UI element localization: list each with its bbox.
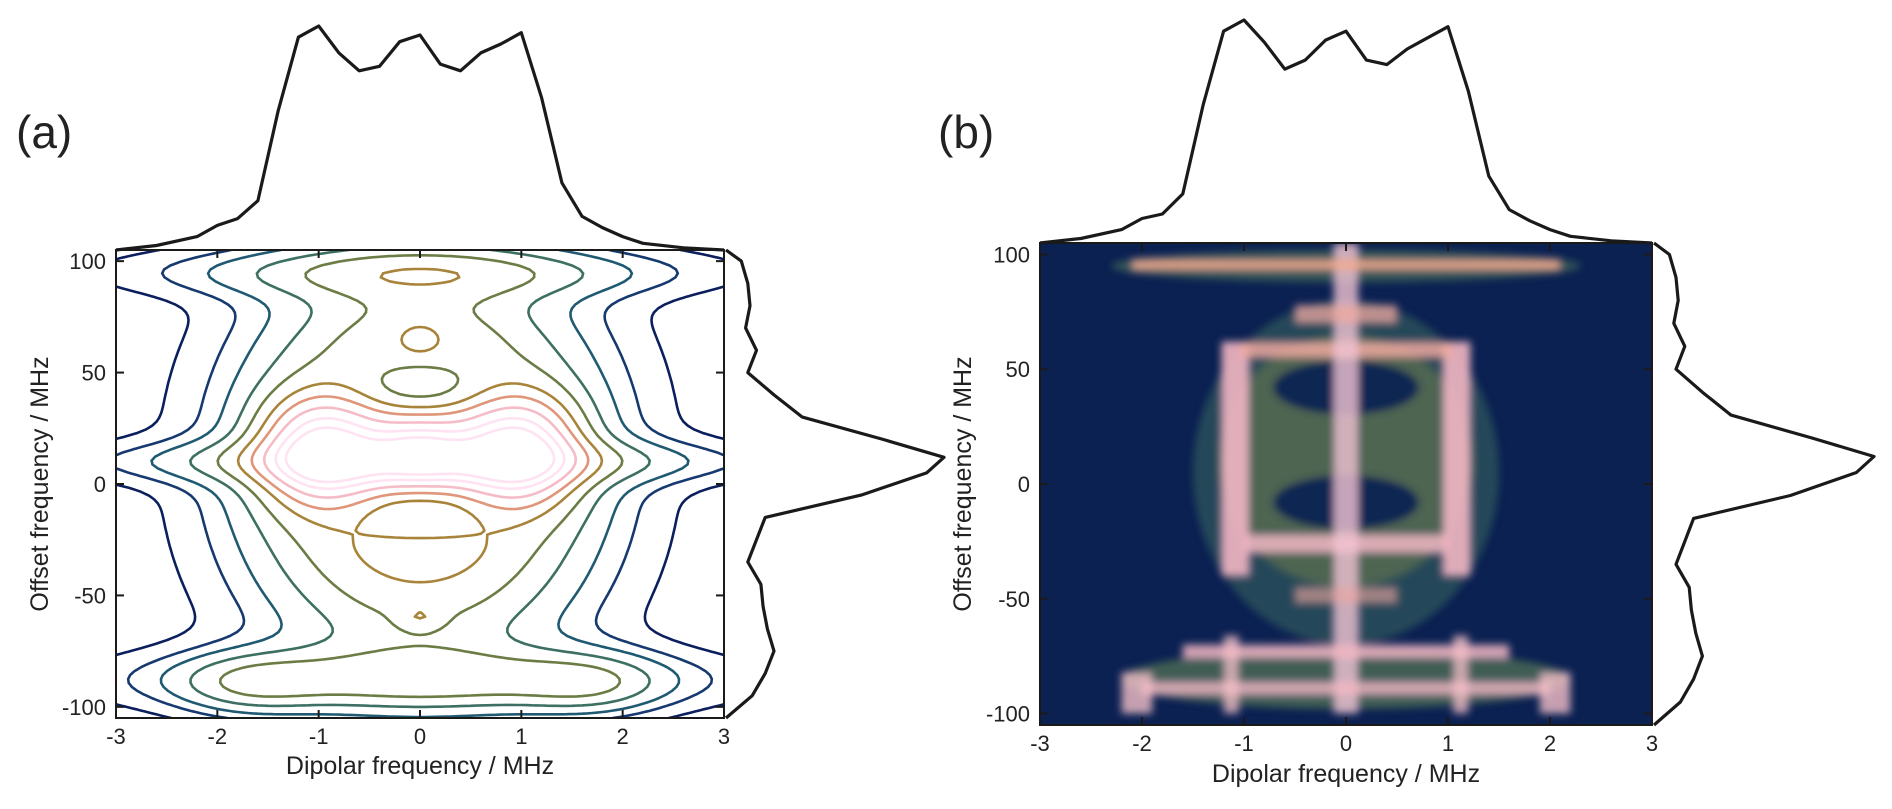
contour-level-8: [262, 406, 578, 499]
heat-bottom-right-inner: [1453, 635, 1469, 714]
heat-spine-cross-lower: [1295, 587, 1397, 604]
right-projection-a: [724, 248, 946, 720]
contour-level-6: [236, 267, 604, 620]
y-ticks-a: -100 -50 0 50 100: [62, 249, 724, 720]
heat-bottom-left-post: [1121, 672, 1153, 714]
heat-top-row: [1131, 259, 1561, 271]
y-tick-label: 50: [82, 361, 106, 386]
x-axis-title-a: Dipolar frequency / MHz: [286, 752, 554, 780]
x-tick-label: 2: [1544, 731, 1556, 756]
y-tick-label: -100: [62, 695, 106, 720]
y-tick-label: 100: [993, 242, 1030, 267]
panel-a-label: (a): [16, 106, 72, 158]
x-tick-label: -1: [1234, 731, 1254, 756]
right-projection-b: [1652, 241, 1876, 727]
heatmap-features-b: [1111, 243, 1581, 714]
x-tick-label: 0: [1340, 731, 1352, 756]
y-axis-title-a: Offset frequency / MHz: [26, 356, 54, 611]
y-tick-label: 0: [94, 472, 106, 497]
contour-level-4: [189, 250, 651, 709]
y-tick-label: 50: [1006, 357, 1030, 382]
x-tick-label: 0: [414, 724, 426, 749]
contour-level-1: [116, 250, 724, 718]
contour-level-7: [250, 395, 590, 511]
y-tick-label: -100: [986, 702, 1030, 727]
y-tick-label: 100: [69, 249, 106, 274]
x-tick-label: -2: [208, 724, 228, 749]
y-axis-title-b: Offset frequency / MHz: [949, 356, 977, 611]
x-tick-label: -2: [1132, 731, 1152, 756]
x-tick-label: 1: [1442, 731, 1454, 756]
x-tick-label: -1: [309, 724, 329, 749]
y-tick-label: -50: [74, 583, 106, 608]
x-tick-label: 1: [515, 724, 527, 749]
plot-frame-a: [115, 249, 725, 719]
panel-b: (b) -3 -2 -1 0 1 2 3 -100 -50 0 50 100 Dipolar fre…: [938, 18, 1876, 788]
x-ticks-b: -3 -2 -1 0 1 2 3: [1030, 243, 1658, 756]
panel-b-label: (b): [938, 106, 994, 158]
heat-bottom-row-2: [1142, 681, 1550, 696]
contour-level-2: [116, 250, 724, 718]
contour-level-5: [216, 254, 624, 699]
y-tick-label: -50: [998, 587, 1030, 612]
y-tick-label: 0: [1018, 472, 1030, 497]
heat-bottom-row-1: [1182, 644, 1510, 659]
contour-level-9: [274, 416, 566, 491]
heat-bottom-right-post: [1539, 672, 1571, 714]
heat-spine-cross-upper: [1295, 304, 1397, 324]
x-tick-label: -3: [1030, 731, 1050, 756]
contour-level-10: [284, 426, 556, 484]
y-ticks-b: -100 -50 0 50 100: [986, 242, 1652, 727]
panel-a: (a) -3 -2 -1 0 1 2 3 -100 -50 0 50 100 Dipolar fre…: [16, 24, 946, 780]
x-tick-label: 3: [718, 724, 730, 749]
contour-plot-a: [116, 250, 724, 718]
x-ticks-a: -3 -2 -1 0 1 2 3: [106, 250, 730, 749]
x-tick-label: -3: [106, 724, 126, 749]
contour-level-3: [150, 250, 690, 718]
top-projection-b: [1039, 18, 1653, 245]
x-tick-label: 3: [1646, 731, 1658, 756]
heat-bottom-left-inner: [1223, 635, 1239, 714]
x-tick-label: 2: [617, 724, 629, 749]
x-axis-title-b: Dipolar frequency / MHz: [1212, 760, 1480, 788]
heatmap-b: [1040, 243, 1652, 725]
top-projection-a: [115, 24, 725, 252]
